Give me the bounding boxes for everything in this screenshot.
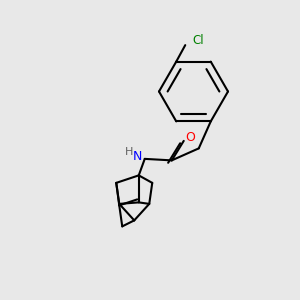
Text: O: O [186, 131, 196, 144]
Text: Cl: Cl [193, 34, 204, 47]
Text: N: N [133, 150, 142, 163]
Text: H: H [125, 147, 133, 157]
